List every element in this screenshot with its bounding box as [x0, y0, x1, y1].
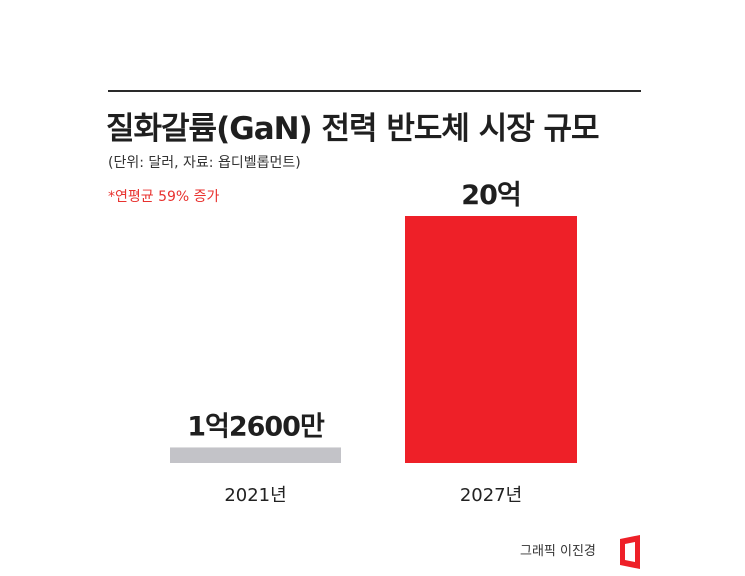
graphic-credit: 그래픽 이진경: [520, 544, 596, 559]
unit-source-note: (단위: 달러, 자료: 욥디벨롭먼트): [108, 155, 301, 171]
top-rule: [108, 90, 641, 92]
growth-note: *연평균 59% 증가: [108, 189, 220, 205]
bar-0: [170, 447, 341, 463]
data-label-1: 20억: [461, 180, 520, 211]
bar-1: [405, 216, 577, 463]
publisher-logo-icon: [620, 535, 640, 569]
chart-title: 질화갈륨(GaN) 전력 반도체 시장 규모: [106, 111, 600, 147]
category-label-0: 2021년: [224, 485, 286, 506]
category-label-1: 2027년: [460, 485, 522, 506]
data-label-0: 1억2600만: [187, 411, 325, 442]
